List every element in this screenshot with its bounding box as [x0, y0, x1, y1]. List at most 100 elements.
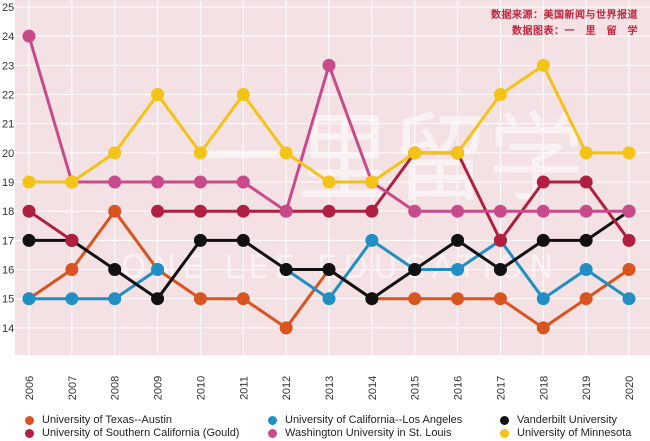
data-point [193, 233, 207, 247]
data-point [65, 263, 79, 277]
legend-marker [25, 428, 34, 438]
y-tick-label: 21 [2, 119, 14, 131]
legend-item: University of Texas--Austin [25, 414, 172, 426]
y-tick-label: 18 [2, 206, 14, 218]
data-point [279, 146, 293, 160]
y-tick-label: 17 [2, 235, 14, 247]
data-point [579, 146, 593, 160]
legend-item: University of Minnesota [500, 427, 631, 439]
data-point [536, 233, 550, 247]
data-point [408, 263, 422, 277]
data-point [322, 175, 336, 189]
x-tick-label: 2011 [238, 376, 250, 400]
data-point [451, 233, 465, 247]
x-tick-label: 2016 [453, 376, 465, 400]
line-chart: 14 15 16 17 18 19 20 21 22 23 24 25 2006 2007 2008 2009… [2, 0, 650, 400]
data-point [236, 233, 250, 247]
data-point [193, 146, 207, 160]
data-point [65, 233, 79, 247]
data-point [365, 292, 379, 306]
y-tick-label: 16 [2, 265, 14, 277]
data-point [22, 175, 36, 189]
legend-item: University of California--Los Angeles [268, 414, 462, 426]
data-point [22, 292, 36, 306]
chart-legend: University of Texas--Austin University of… [0, 412, 650, 441]
data-point [408, 146, 422, 160]
y-tick-label: 15 [2, 294, 14, 306]
data-point [365, 204, 379, 218]
data-point [151, 292, 165, 306]
data-point [579, 263, 593, 277]
data-point [493, 204, 507, 218]
data-point [22, 29, 36, 43]
legend-label: University of Minnesota [517, 427, 632, 439]
data-source-line: 数据来源：美国新闻与世界报道 [491, 10, 638, 21]
y-tick-label: 24 [2, 31, 14, 43]
data-point [108, 263, 122, 277]
data-point [365, 233, 379, 247]
data-point [108, 175, 122, 189]
data-point [151, 263, 165, 277]
data-point [322, 204, 336, 218]
data-point [151, 88, 165, 102]
data-point [493, 233, 507, 247]
data-point [536, 292, 550, 306]
legend-item: Vanderbilt University [500, 414, 617, 426]
data-point [493, 88, 507, 102]
data-point [322, 292, 336, 306]
data-point [151, 204, 165, 218]
data-point [536, 204, 550, 218]
data-point [579, 204, 593, 218]
y-tick-label: 14 [2, 323, 14, 335]
x-tick-label: 2017 [495, 376, 507, 400]
y-tick-label: 22 [2, 90, 14, 102]
y-tick-label: 23 [2, 60, 14, 72]
data-point [622, 204, 636, 218]
data-point [65, 175, 79, 189]
series-line [157, 151, 631, 242]
data-point [279, 204, 293, 218]
data-point [408, 204, 422, 218]
data-point [193, 292, 207, 306]
x-tick-label: 2008 [110, 376, 122, 400]
data-point [236, 88, 250, 102]
data-point [322, 58, 336, 72]
x-tick-label: 2007 [67, 376, 79, 400]
y-tick-label: 20 [2, 148, 14, 160]
data-point [579, 233, 593, 247]
data-point [279, 263, 293, 277]
data-point [322, 263, 336, 277]
data-point [536, 175, 550, 189]
data-point [493, 292, 507, 306]
data-point [22, 233, 36, 247]
data-point [408, 292, 422, 306]
data-point [536, 321, 550, 335]
x-tick-label: 2019 [581, 376, 593, 400]
data-point [622, 263, 636, 277]
x-tick-label: 2015 [410, 376, 422, 400]
x-tick-label: 2012 [281, 376, 293, 400]
x-tick-label: 2020 [624, 376, 636, 400]
watermark-cn: 一里留学 [200, 103, 584, 215]
data-point [451, 204, 465, 218]
legend-label: Vanderbilt University [517, 414, 618, 426]
x-tick-label: 2018 [538, 376, 550, 400]
legend-label: University of Texas--Austin [42, 414, 173, 426]
data-point [236, 292, 250, 306]
watermark-en: ONE LEE EDUCATION [121, 248, 559, 286]
legend-marker [268, 428, 277, 438]
data-point [365, 175, 379, 189]
data-point [236, 175, 250, 189]
legend-item: University of Southern California (Gould… [25, 427, 239, 439]
legend-label: University of Southern California (Gould… [42, 427, 240, 439]
data-point [108, 204, 122, 218]
series-line [28, 209, 73, 242]
legend-label: University of California--Los Angeles [285, 414, 463, 426]
data-point [536, 58, 550, 72]
data-point [22, 204, 36, 218]
data-point [193, 175, 207, 189]
y-tick-label: 25 [2, 2, 14, 14]
legend-marker [268, 415, 277, 425]
x-tick-label: 2014 [367, 376, 379, 400]
x-tick-label: 2009 [153, 376, 165, 400]
